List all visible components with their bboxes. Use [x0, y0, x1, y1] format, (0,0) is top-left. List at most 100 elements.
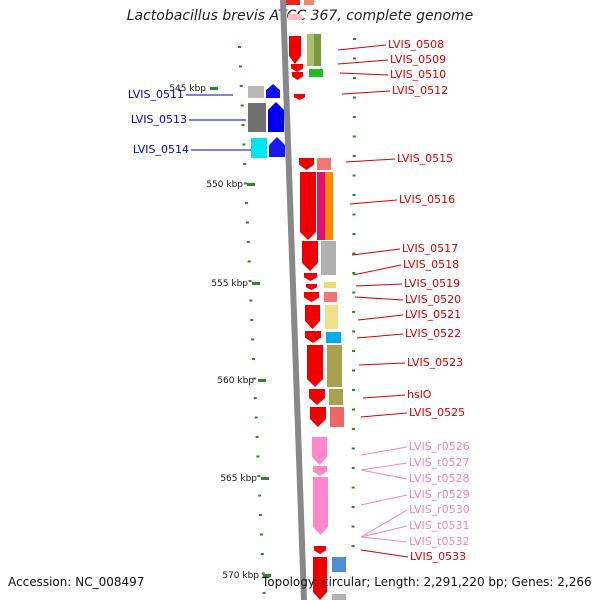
gc-dot	[262, 592, 266, 594]
gc-dot	[352, 330, 356, 333]
gc-dot	[352, 272, 356, 274]
gene-label-right: LVIS_0519	[404, 277, 460, 290]
gene-feature	[314, 546, 326, 554]
gene-feature	[306, 284, 317, 290]
gc-dot	[352, 116, 356, 118]
gc-dot	[243, 163, 247, 165]
gene-feature	[304, 0, 314, 5]
scale-tick-label: 560 kbp	[217, 376, 254, 386]
label-leader-line	[337, 59, 389, 65]
gene-label-left: LVIS_0511	[128, 88, 184, 101]
gc-dot	[352, 311, 356, 313]
gc-dot	[246, 241, 250, 243]
gene-label-right: LVIS_0512	[392, 84, 448, 97]
gene-label-right: LVIS_0520	[405, 293, 461, 306]
gc-dot	[351, 545, 355, 547]
gene-feature	[330, 407, 344, 427]
label-leader-line	[358, 362, 406, 366]
label-leader-line	[360, 412, 408, 418]
gc-dot	[244, 182, 248, 185]
scale-tick-label: 570 kbp	[222, 571, 259, 581]
label-leader-line	[341, 90, 391, 95]
gene-label-left: LVIS_0514	[133, 143, 189, 156]
gc-dot	[352, 174, 356, 177]
gene-feature	[294, 94, 305, 100]
gene-feature	[305, 305, 320, 329]
gc-dot	[259, 514, 263, 516]
rna-feature	[312, 437, 327, 465]
gene-feature	[300, 172, 316, 240]
gene-feature	[292, 72, 303, 80]
gc-dot	[351, 486, 355, 489]
gc-dot	[352, 135, 356, 138]
gene-label-right: LVIS_t0527	[409, 456, 469, 469]
gc-dot	[352, 77, 356, 79]
gene-feature	[302, 241, 318, 271]
gene-feature	[332, 594, 346, 600]
gc-dot	[351, 408, 355, 411]
gc-dot	[249, 299, 253, 302]
scale-tick-mark	[258, 379, 266, 382]
scale-ticks: 545 kbp 550 kbp 555 kbp 560 kbp 565 kbp 570 k…	[169, 84, 271, 581]
label-leader-line	[362, 394, 406, 399]
gc-dot	[250, 319, 254, 321]
gene-feature	[304, 273, 317, 281]
gene-label-right: LVIS_0533	[410, 550, 466, 563]
gc-dot	[352, 194, 356, 196]
gc-dot	[351, 525, 355, 528]
gene-feature	[286, 0, 300, 5]
gc-dot	[351, 389, 355, 391]
gene-feature	[317, 172, 325, 240]
label-leader-line	[352, 264, 402, 276]
gene-label-right: LVIS_0518	[403, 258, 459, 271]
gc-dot	[241, 124, 245, 126]
label-leader-line	[360, 446, 408, 456]
gc-dot	[352, 96, 356, 99]
gc-dot	[255, 436, 259, 438]
gene-label-right: LVIS_0517	[402, 242, 458, 255]
gc-dot	[352, 213, 356, 216]
gene-label-right: LVIS_t0532	[409, 535, 469, 548]
scale-tick-mark	[261, 477, 269, 480]
scale-tick-mark	[210, 87, 218, 90]
label-leader-line	[360, 509, 408, 538]
scale-tick-label: 550 kbp	[206, 180, 243, 190]
gc-dot	[245, 202, 249, 204]
gene-feature	[307, 34, 314, 66]
label-leader-line	[354, 296, 404, 301]
left-labels: LVIS_0511 LVIS_0513 LVIS_0514	[128, 88, 251, 156]
gene-label-right: LVIS_t0531	[409, 519, 469, 532]
label-leader-line	[360, 462, 408, 471]
gene-feature	[269, 137, 285, 157]
label-leader-line	[351, 248, 401, 256]
gene-label-right: LVIS_r0526	[409, 440, 470, 453]
backbone-line	[280, 0, 307, 600]
gc-dot	[242, 143, 246, 146]
gc-dot	[261, 572, 265, 575]
gc-dot-track	[238, 38, 356, 594]
gene-feature	[317, 158, 331, 170]
gene-label-right: LVIS_0510	[390, 68, 446, 81]
rna-feature	[313, 466, 327, 476]
gene-feature	[313, 557, 327, 600]
gc-dot	[247, 260, 251, 263]
gene-feature	[327, 345, 342, 387]
label-leader-line	[345, 158, 396, 163]
gene-feature	[325, 305, 338, 329]
gene-feature	[299, 158, 314, 170]
gene-feature	[291, 64, 303, 72]
gene-label-right: LVIS_0523	[407, 356, 463, 369]
label-leader-line	[360, 469, 408, 480]
gc-dot	[351, 506, 355, 508]
gc-dot	[258, 494, 262, 497]
gene-label-right: LVIS_0522	[405, 327, 461, 340]
gc-dot	[256, 455, 260, 458]
gc-dot	[352, 369, 356, 372]
gene-label-right: LVIS_0525	[409, 406, 465, 419]
label-leader-line	[357, 314, 404, 321]
gc-dot	[239, 85, 243, 87]
label-leader-line	[360, 525, 408, 538]
scale-tick-label: 555 kbp	[211, 279, 248, 289]
genome-summary-text: Topology: circular; Length: 2,291,220 bp…	[262, 575, 592, 589]
gene-feature	[251, 138, 267, 158]
